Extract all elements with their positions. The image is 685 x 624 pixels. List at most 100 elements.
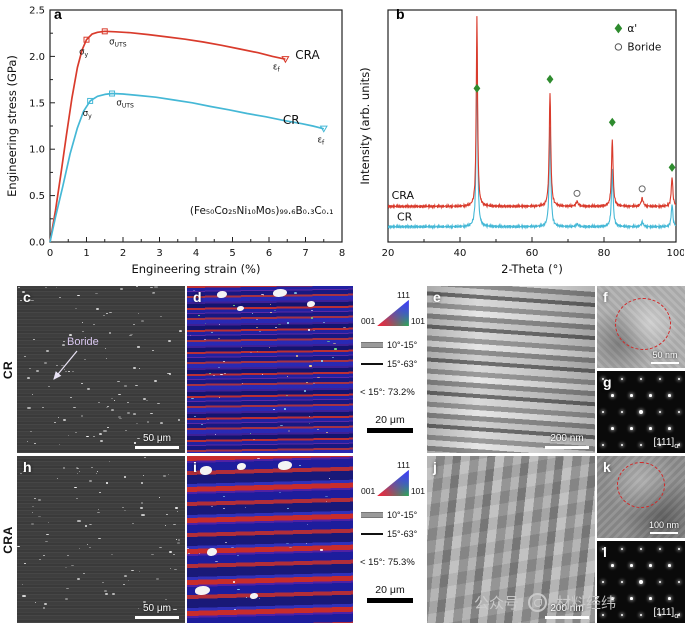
- speckle: [191, 398, 194, 400]
- speckle: [160, 316, 162, 318]
- speckle: [168, 373, 172, 375]
- speckle: [99, 492, 101, 494]
- speckle: [118, 416, 121, 418]
- speckle: [258, 330, 261, 332]
- speckle: [210, 332, 213, 334]
- highlight-circle: [617, 462, 665, 508]
- svg-text:40: 40: [454, 248, 467, 259]
- diffraction-spot: [668, 597, 671, 600]
- svg-text:6: 6: [266, 248, 272, 259]
- speckle: [96, 511, 100, 514]
- speckle: [135, 422, 139, 425]
- speckle: [31, 394, 34, 396]
- diffraction-spot: [658, 410, 662, 414]
- ebsd-map-cr: d: [187, 286, 353, 453]
- scale-bar-label: 50 μm: [143, 603, 171, 614]
- speckle: [27, 377, 30, 379]
- speckle: [38, 558, 41, 560]
- speckle: [310, 317, 314, 319]
- speckle: [316, 376, 320, 379]
- diffraction-spot: [658, 547, 662, 551]
- speckle: [187, 547, 190, 549]
- speckle: [137, 346, 140, 348]
- misorientation-fraction: < 15°: 75.3%: [360, 557, 415, 568]
- speckle: [286, 322, 290, 324]
- diffraction-spot: [649, 394, 652, 397]
- speckle: [124, 385, 127, 387]
- speckle: [36, 370, 40, 372]
- white-patch: [236, 306, 244, 312]
- speckle: [106, 357, 108, 359]
- diffraction-spot: [677, 580, 681, 584]
- ebsd-legend-cr: 111 001 101 10°-15° 15°-63° < 15°: 73.2%…: [355, 286, 425, 453]
- speckle: [114, 400, 116, 402]
- speckle: [141, 513, 145, 516]
- ipf-111-label: 111: [397, 290, 410, 300]
- speckle: [76, 577, 81, 580]
- sem-image-cra: h 50 μm: [17, 456, 185, 623]
- diffraction-spot: [668, 427, 671, 430]
- speckle: [218, 324, 220, 326]
- speckle: [110, 397, 113, 400]
- speckle: [151, 292, 156, 295]
- speckle: [206, 419, 209, 421]
- speckle: [306, 382, 309, 384]
- speckle: [72, 371, 75, 373]
- speckle: [64, 597, 69, 600]
- speckle: [61, 344, 65, 346]
- ipf-triangle: [377, 470, 409, 496]
- speckle: [166, 513, 168, 515]
- white-patch: [206, 547, 217, 556]
- zone-axis-label: [111]α': [653, 437, 680, 450]
- speckle: [20, 472, 22, 474]
- svg-text:4: 4: [193, 248, 199, 259]
- speckle: [244, 507, 247, 509]
- speckle: [109, 311, 112, 313]
- speckle: [77, 520, 81, 522]
- speckle: [123, 509, 126, 511]
- panel-label-g: g: [603, 374, 612, 390]
- speckle: [158, 497, 161, 499]
- boride-annotation: Boride: [47, 336, 137, 389]
- speckle: [305, 543, 307, 545]
- scale-bar-line: [651, 361, 679, 364]
- speckle: [167, 474, 170, 476]
- speckle: [38, 515, 41, 518]
- speckle: [208, 372, 212, 374]
- speckle: [90, 523, 93, 525]
- speckle: [142, 601, 146, 603]
- speckle: [173, 523, 176, 526]
- speckle: [137, 313, 140, 315]
- diffraction-spot: [630, 564, 633, 567]
- speckle: [30, 430, 32, 432]
- speckle: [31, 523, 35, 526]
- diffraction-spot: [677, 377, 681, 381]
- diffraction-spot: [630, 427, 633, 430]
- panel-a-stress-strain-chart: 0 1 2 3 4 5 6 7 8 0.0 0.5 1.0 1.5 2.0 2.5 Engineering s…: [2, 0, 354, 282]
- svg-text:α': α': [627, 23, 637, 35]
- panel-label-f: f: [603, 289, 608, 305]
- svg-text:σy: σy: [83, 109, 92, 120]
- white-patch: [250, 592, 259, 599]
- svg-text:CR: CR: [283, 113, 300, 127]
- svg-text:60: 60: [526, 248, 539, 259]
- diffraction-spot: [611, 564, 614, 567]
- speckle: [154, 286, 158, 289]
- speckle: [102, 581, 105, 583]
- panel-label-h: h: [23, 459, 32, 475]
- speckle: [175, 538, 177, 540]
- speckle: [80, 415, 83, 417]
- panel-label-c: c: [23, 289, 31, 305]
- speckle: [23, 470, 26, 473]
- boundary-line-thin-icon: [361, 533, 383, 535]
- speckle: [56, 478, 58, 480]
- speckle: [177, 542, 181, 544]
- speckle: [106, 406, 108, 408]
- speckle: [99, 440, 104, 443]
- speckle: [99, 433, 102, 436]
- speckle: [86, 435, 89, 437]
- speckle: [18, 286, 21, 289]
- speckle: [69, 334, 73, 336]
- speckle: [44, 540, 48, 543]
- svg-text:2-Theta (°): 2-Theta (°): [501, 262, 563, 276]
